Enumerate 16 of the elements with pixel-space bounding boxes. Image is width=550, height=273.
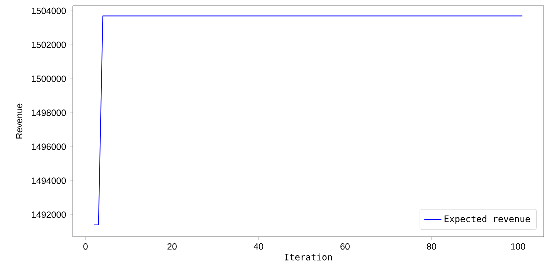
y-tick-label: 1502000	[32, 42, 66, 48]
y-axis-title: Revenue	[16, 104, 23, 139]
x-tick-label: 0	[84, 244, 88, 250]
y-tick-label: 1504000	[32, 8, 66, 14]
x-tick-label: 80	[427, 244, 436, 250]
y-tick-label: 1500000	[32, 76, 66, 82]
y-tick-label: 1492000	[32, 212, 66, 218]
x-axis-title: Iteration	[284, 254, 332, 261]
legend-label: Expected revenue	[444, 216, 530, 224]
y-tick-label: 1494000	[32, 178, 66, 184]
x-tick-label: 40	[254, 244, 264, 250]
x-tick-label: 60	[340, 244, 350, 250]
x-tick-label: 20	[168, 244, 177, 250]
y-tick-label: 1496000	[32, 144, 66, 150]
x-tick-label: 100	[511, 244, 526, 250]
y-tick-label: 1498000	[32, 110, 66, 116]
